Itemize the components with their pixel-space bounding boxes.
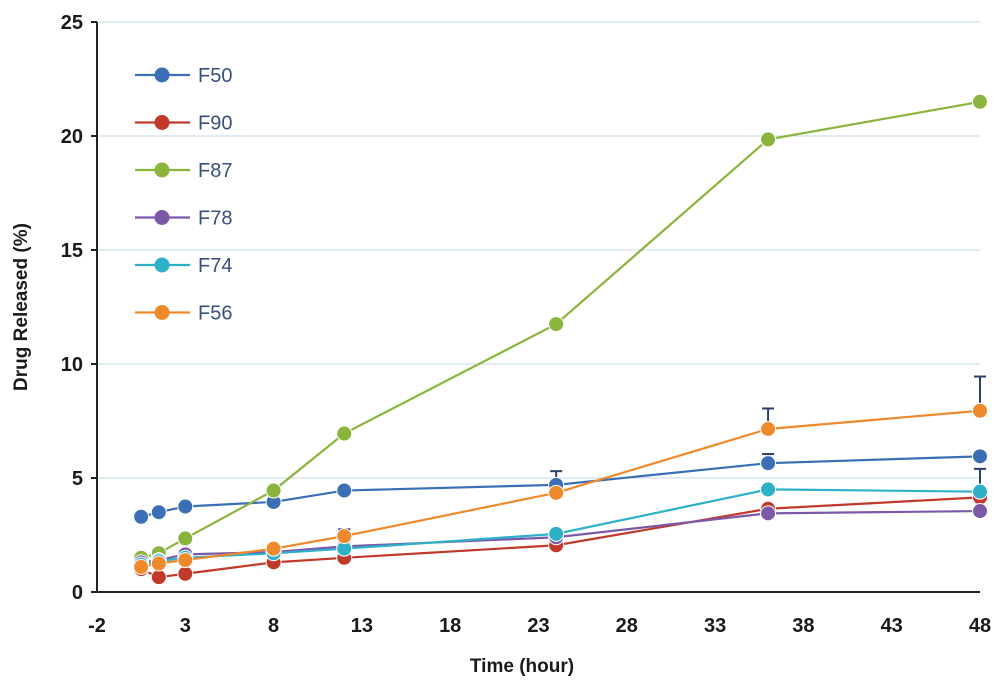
data-point (150, 504, 167, 521)
legend-item-f87: F87 (135, 160, 232, 182)
legend-label: F78 (198, 208, 232, 230)
data-point (972, 402, 988, 419)
data-point (760, 131, 777, 148)
data-point (972, 503, 988, 520)
legend-marker (154, 257, 170, 273)
legend-marker (154, 305, 170, 320)
x-tick-label: 13 (351, 615, 373, 637)
y-tick-label: 10 (61, 354, 83, 376)
data-point (548, 525, 565, 542)
data-point (760, 481, 777, 498)
x-tick-label: 8 (268, 615, 279, 637)
legend-marker (154, 210, 170, 225)
data-point (972, 448, 988, 465)
x-tick-label: 28 (616, 615, 638, 637)
x-tick-label: 38 (792, 615, 814, 637)
legend-marker (154, 67, 170, 83)
legend-item-f56: F56 (135, 303, 232, 325)
data-point (972, 483, 988, 500)
x-tick-label: 23 (527, 615, 549, 637)
series-lines (133, 93, 988, 586)
x-tick-label: 43 (881, 615, 903, 637)
x-tick-label: 33 (704, 615, 726, 637)
x-axis-title: Time (hour) (470, 656, 574, 677)
legend-label: F56 (198, 303, 232, 325)
data-point (548, 484, 565, 501)
legend-marker (154, 162, 170, 178)
data-point (177, 530, 194, 547)
data-point (760, 455, 777, 472)
series-f50 (133, 448, 988, 525)
y-axis-title: Drug Released (%) (11, 223, 32, 391)
data-point (177, 498, 194, 515)
data-point (150, 569, 167, 586)
legend-item-f90: F90 (135, 113, 232, 135)
series-f87 (133, 93, 988, 566)
data-point (265, 482, 282, 499)
legend-label: F90 (198, 113, 232, 135)
data-point (972, 93, 988, 110)
data-point (336, 528, 353, 545)
y-tick-label: 15 (61, 240, 83, 262)
legend-marker (154, 115, 170, 130)
legend-label: F87 (198, 160, 232, 182)
data-point (336, 482, 353, 499)
x-tick-label: 18 (439, 615, 461, 637)
legend-item-f50: F50 (135, 65, 232, 87)
legend-label: F74 (198, 255, 232, 277)
legend-item-f78: F78 (135, 208, 232, 230)
series-f56 (133, 402, 988, 575)
data-point (150, 555, 167, 572)
legend-label: F50 (198, 65, 232, 87)
y-tick-label: 0 (72, 582, 83, 604)
x-tick-label: 3 (180, 615, 191, 637)
y-tick-label: 5 (72, 468, 83, 490)
data-point (760, 420, 777, 437)
grid-lines (97, 21, 980, 479)
data-point (177, 565, 194, 582)
data-point (760, 505, 777, 522)
x-tick-label: -2 (88, 615, 106, 637)
y-tick-label: 20 (61, 126, 83, 148)
legend: F50 F90 F87 F78 F74 F56 (135, 65, 232, 325)
data-point (548, 316, 565, 333)
legend-item-f74: F74 (135, 255, 232, 277)
axes (96, 22, 980, 593)
data-point (133, 558, 150, 575)
data-point (133, 508, 150, 525)
data-point (177, 552, 194, 569)
y-tick-label: 25 (61, 12, 83, 34)
data-point (265, 540, 282, 557)
x-tick-label: 48 (969, 615, 991, 637)
data-point (336, 425, 353, 442)
